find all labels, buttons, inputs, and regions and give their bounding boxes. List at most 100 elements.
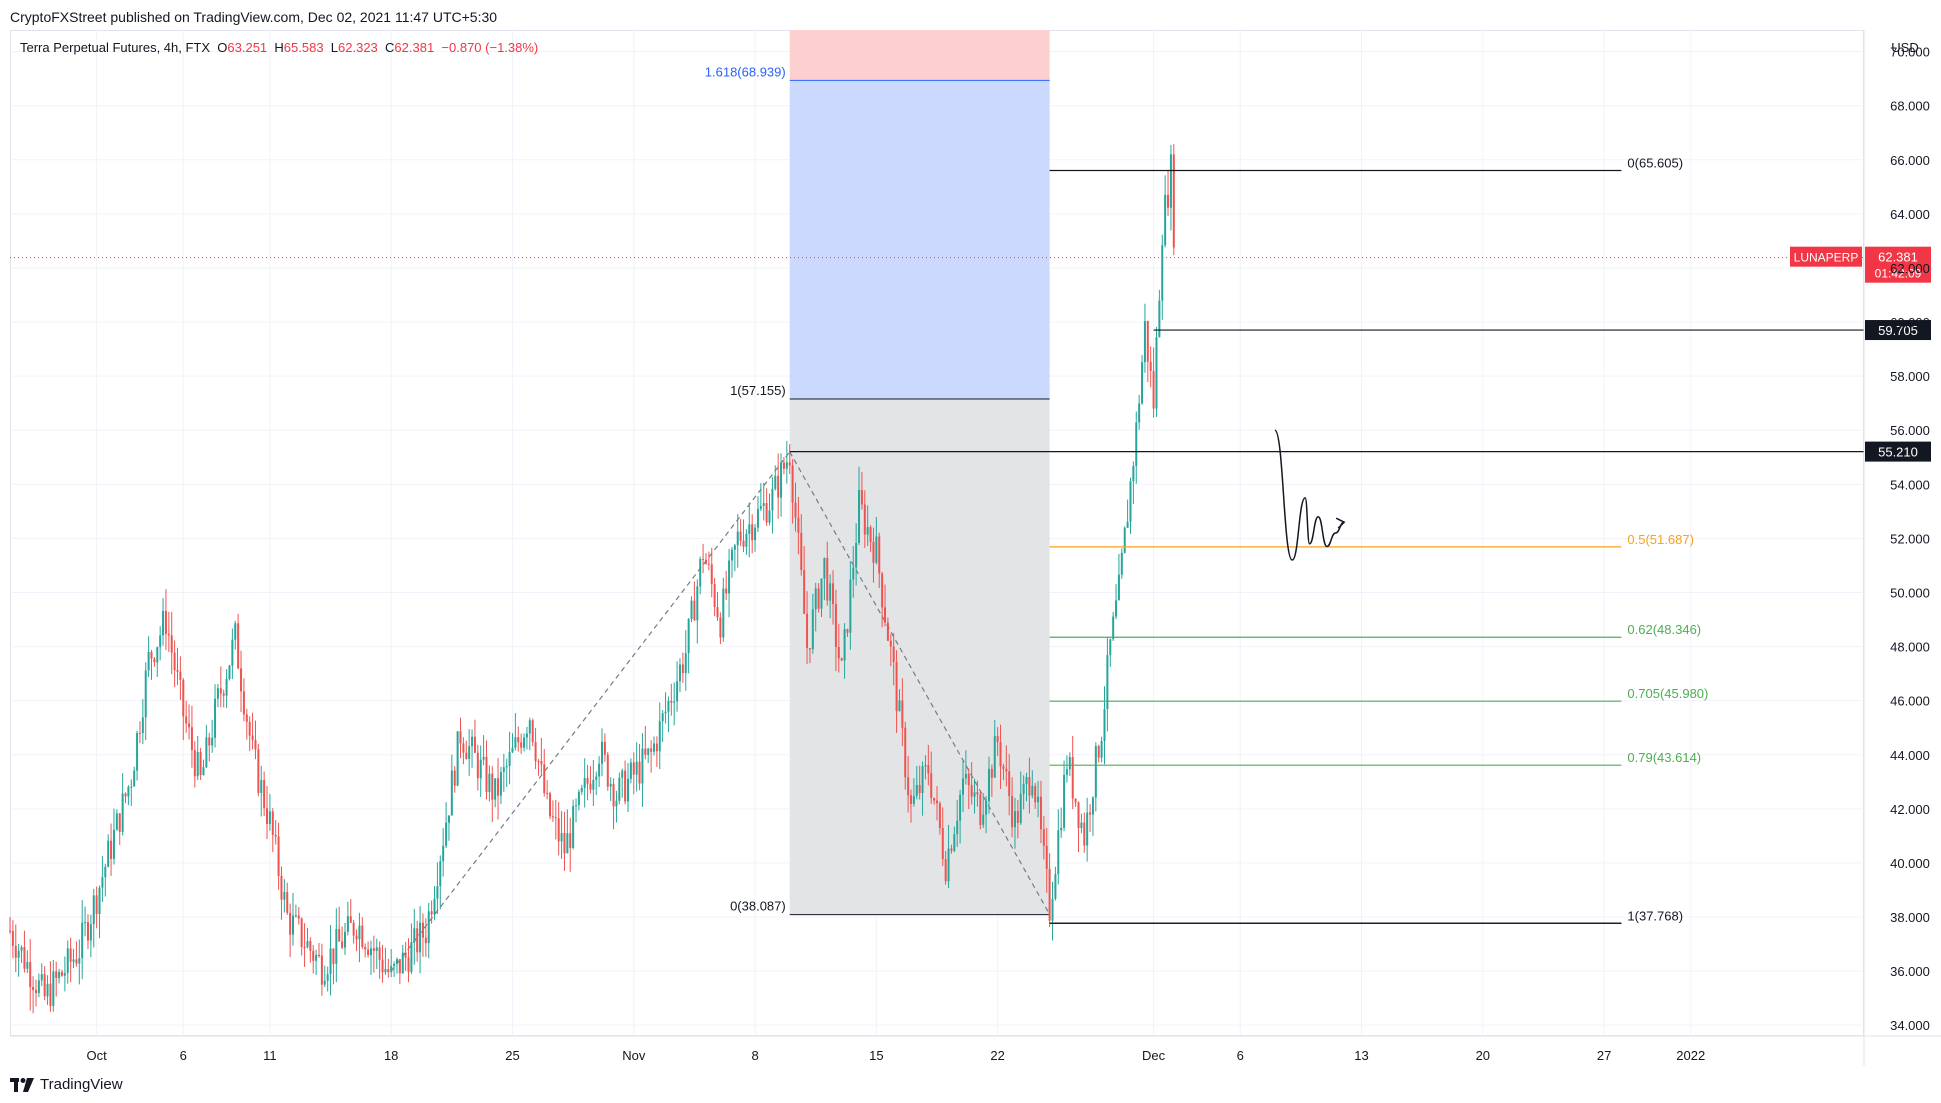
candle-body [75,959,78,964]
x-tick-label: 13 [1354,1048,1368,1063]
candle-body [49,983,52,1006]
candle-body [797,517,800,533]
fib-level-label: 0.62(48.346) [1627,622,1701,637]
candle-body [598,763,601,777]
candle-body [251,735,254,741]
projection-arrowhead [1335,517,1346,529]
candle-body [782,462,785,469]
candle-body [66,948,69,974]
candle-body [667,700,670,712]
candle-body [612,783,615,807]
candle-body [245,714,248,722]
candle-body [580,788,583,792]
candle-body [525,733,528,738]
candle-body [332,948,335,964]
candle-body [664,711,667,714]
candle-body [450,770,453,816]
fib-level-label: 0.5(51.687) [1627,532,1694,547]
candle-body [670,700,673,703]
candle-body [777,475,780,498]
candle-body [554,817,557,819]
candle-body [742,540,745,547]
candle-body [1097,746,1100,758]
candle-body [242,691,245,715]
fib-extension-label: 1(57.155) [730,383,786,398]
candle-body [225,679,228,696]
candle-body [950,848,953,851]
legend-change: −0.870 (−1.38%) [441,40,539,55]
candle-body [808,648,811,650]
y-tick-label: 56.000 [1890,423,1930,438]
candle-body [1117,574,1120,601]
candle-body [1155,337,1158,409]
y-tick-label: 44.000 [1890,748,1930,763]
candle-body [1083,822,1086,846]
candle-body [514,737,517,748]
candle-body [1028,777,1031,796]
candle-body [800,532,803,571]
y-tick-label: 46.000 [1890,694,1930,709]
x-tick-label: 6 [180,1048,187,1063]
candle-body [280,875,283,900]
candle-body [924,765,927,767]
candle-body [479,759,482,779]
stop-zone [789,30,1050,81]
candle-body [459,731,462,744]
candle-body [884,607,887,623]
candle-body [1005,768,1008,772]
candle-body [681,664,684,673]
candle-body [745,533,748,547]
footer-brand[interactable]: TradingView [10,1076,123,1093]
candle-body [346,916,349,932]
candle-body [881,573,884,608]
candle-body [266,808,269,824]
swing-line [789,451,1051,915]
y-tick-label: 50.000 [1890,585,1930,600]
candle-body [375,947,378,951]
fib-extension-label: 1.618(68.939) [705,64,786,79]
candle-body [739,531,742,541]
candle-body [1065,769,1068,775]
candle-body [771,488,774,511]
candle-body [941,828,944,860]
candle-body [456,731,459,786]
candle-body [1031,785,1034,796]
candle-body [471,736,474,747]
candle-body [843,629,846,661]
legend-title: Terra Perpetual Futures, 4h, FTX [20,40,211,55]
candle-body [1086,812,1089,846]
candle-body [866,527,869,535]
y-tick-label: 34.000 [1890,1018,1930,1033]
y-tick-label: 70.000 [1890,45,1930,60]
candle-body [534,742,537,762]
candle-body [959,794,962,821]
candle-body [875,536,878,563]
candle-body [69,948,72,962]
candle-body [387,968,390,973]
candle-body [684,653,687,673]
candle-body [563,833,566,854]
x-tick-label: 25 [505,1048,519,1063]
candle-body [852,567,855,580]
candle-body [918,784,921,793]
candle-body [433,898,436,915]
candle-body [1057,830,1060,875]
candle-body [72,959,75,962]
candle-body [133,770,136,787]
candle-body [624,770,627,802]
candle-body [618,777,621,801]
x-tick-label: Nov [622,1048,646,1063]
levels: LUNAPERP 62.381 01:42:09 59.705 55.210 0(65.6… [10,155,1931,924]
candle-body [967,773,970,786]
candle-body [292,915,295,935]
candle-body [551,816,554,818]
candle-body [1169,154,1172,208]
candle-body [55,971,58,979]
candle-body [237,623,240,669]
candle-body [499,771,502,796]
legend-low-label: L [330,40,339,55]
candle-body [436,886,439,899]
candle-body [725,588,728,594]
publisher-line: CryptoFXStreet published on TradingView.… [10,9,498,25]
